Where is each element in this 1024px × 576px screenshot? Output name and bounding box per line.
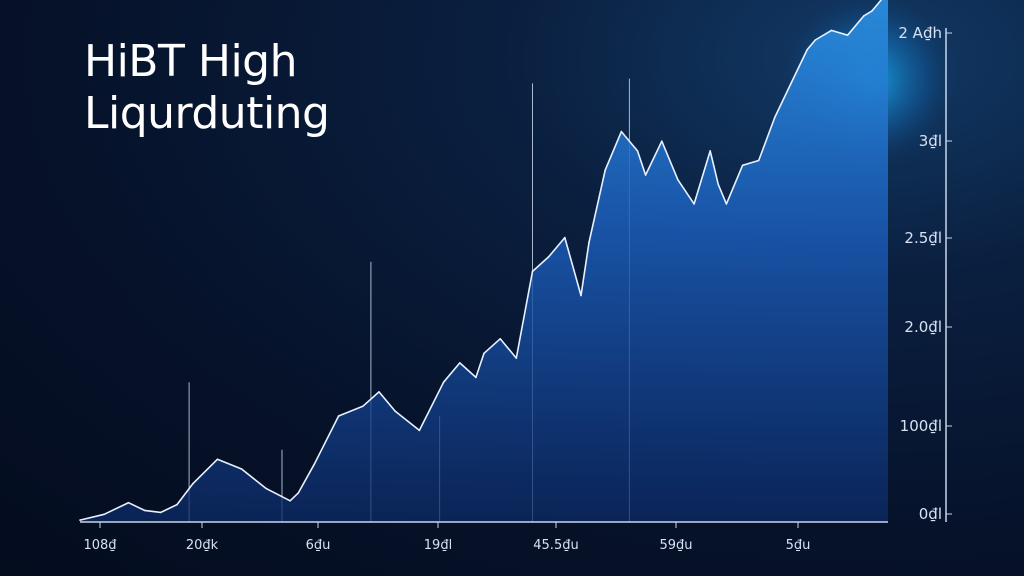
x-axis-ticks: 108₫ 20₫k 6₫u 19₫l 45.5₫u 59₫u 5₫u: [83, 522, 810, 553]
data-point: [515, 357, 518, 359]
data-point: [547, 256, 550, 258]
data-point: [846, 34, 849, 36]
x-tick-label: 6₫u: [306, 538, 331, 553]
data-point: [176, 503, 178, 506]
data-point: [475, 376, 477, 379]
data-point: [143, 509, 146, 512]
area-fill: [80, 0, 888, 522]
data-point: [709, 150, 711, 152]
data-point: [459, 362, 461, 364]
data-point: [677, 179, 679, 181]
data-point: [741, 164, 744, 167]
data-point: [693, 203, 695, 205]
y-axis-ticks: 0₫l 100₫l 2.0₫l 2.5₫l 3₫l 2 A₫h: [898, 24, 952, 523]
chart-title-line-2: Liqurduting: [84, 88, 330, 139]
data-point: [790, 82, 792, 85]
data-point: [580, 294, 582, 297]
data-point: [499, 338, 502, 340]
data-point: [717, 183, 720, 186]
y-tick-label: 2.0₫l: [904, 318, 942, 336]
x-tick-label: 108₫: [83, 538, 117, 553]
data-point: [620, 130, 623, 133]
series-line: [79, 0, 883, 521]
data-point: [297, 492, 300, 494]
data-point: [240, 468, 243, 470]
data-point: [830, 29, 833, 32]
data-point: [418, 429, 421, 432]
data-point: [588, 241, 590, 244]
data-point: [774, 116, 776, 118]
data-point: [103, 513, 105, 516]
data-point: [216, 458, 219, 461]
x-tick-label: 59₫u: [659, 538, 692, 553]
x-tick-label: 20₫k: [186, 538, 219, 553]
data-point: [636, 150, 639, 152]
data-point: [863, 15, 865, 17]
data-point: [79, 519, 81, 521]
data-point: [362, 405, 364, 408]
data-point: [265, 487, 267, 490]
y-tick-label: 3₫l: [919, 132, 942, 150]
data-point: [661, 140, 663, 142]
data-point: [442, 381, 445, 384]
y-tick-label: 2.5₫l: [904, 229, 942, 247]
y-tick-label: 2 A₫h: [898, 24, 942, 42]
data-point: [644, 174, 647, 176]
chart-title-line-1: HiBT High: [84, 36, 298, 87]
data-point: [192, 482, 194, 485]
y-tick-label: 0₫l: [919, 505, 942, 523]
axes-layer: [80, 28, 947, 523]
data-point: [814, 39, 817, 41]
data-point: [531, 270, 534, 273]
data-point: [127, 501, 130, 504]
data-point: [483, 352, 485, 355]
y-tick-label: 100₫l: [900, 417, 942, 435]
data-point: [394, 410, 396, 412]
data-point: [289, 500, 291, 502]
data-point: [725, 203, 728, 205]
data-point: [337, 415, 340, 417]
x-tick-label: 5₫u: [786, 538, 811, 553]
data-point: [564, 236, 566, 239]
data-point: [806, 48, 808, 51]
data-point: [604, 169, 606, 171]
data-point: [378, 391, 380, 393]
x-tick-label: 45.5₫u: [533, 538, 578, 553]
area-layer: [79, 0, 888, 522]
data-point: [160, 511, 162, 514]
data-point: [757, 159, 760, 162]
data-point: [313, 463, 316, 466]
chart-title: HiBT High Liqurduting: [84, 36, 330, 140]
x-tick-label: 19₫l: [424, 538, 452, 553]
data-point: [871, 10, 873, 12]
